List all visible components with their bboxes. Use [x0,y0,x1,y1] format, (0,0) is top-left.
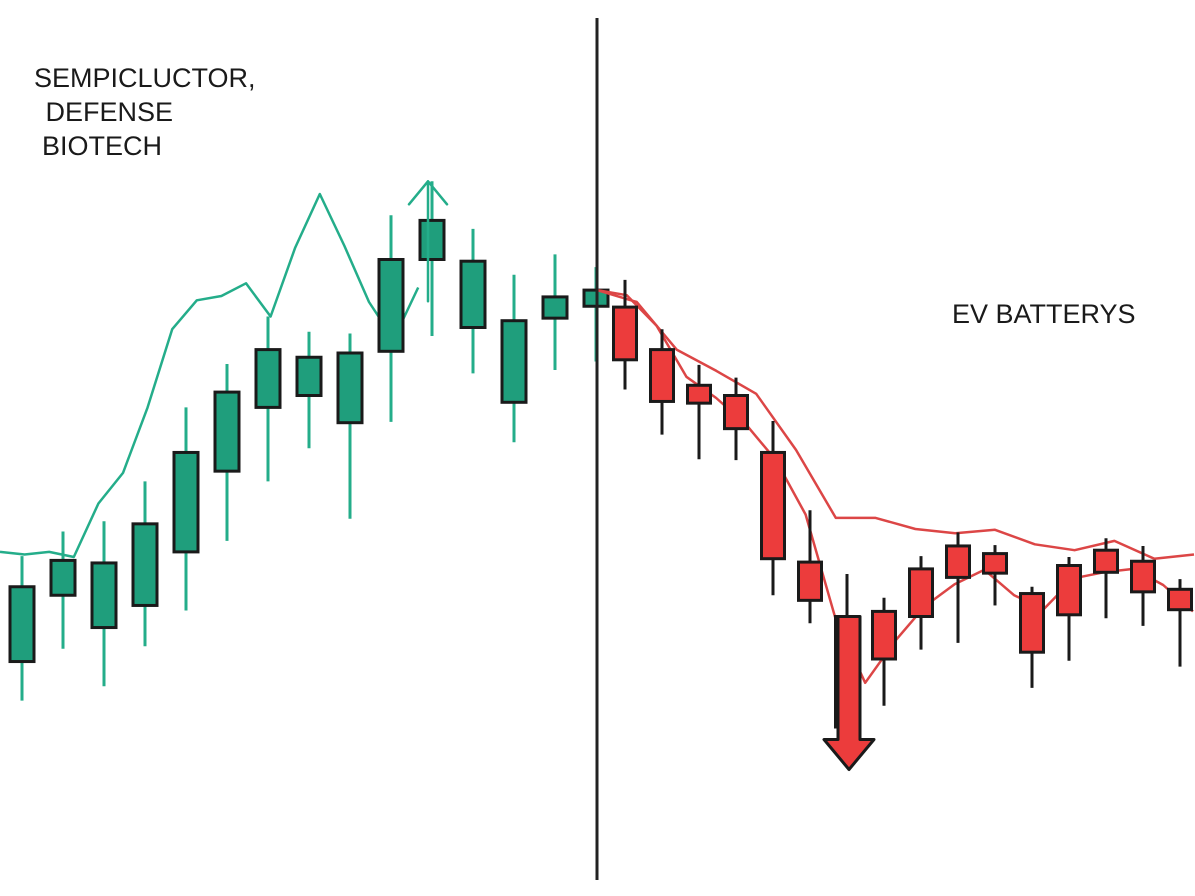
red-segment [596,279,1195,771]
candle-body [213,390,241,473]
candle-body [49,558,77,597]
candle-body [797,560,823,602]
candle-body [172,450,200,554]
moving-average-line-slow [596,288,1195,560]
candle-body [760,450,786,561]
candle-body [1093,548,1119,574]
candle-body [90,561,118,630]
candle-body [131,522,159,607]
candle-body [1019,592,1045,654]
candle-body [541,295,569,320]
candle-body [908,567,934,619]
candle-body [1130,559,1156,594]
candle-body [723,394,749,431]
left-label-line-1: SEMPICLUCTOR, [34,63,256,93]
candle-body [1167,587,1193,612]
up-arrow-icon [407,180,449,303]
candle-body [377,258,405,353]
candle-body [945,544,971,579]
moving-average-line [0,192,420,559]
right-label: EV BATTERYS [952,299,1136,329]
candle-body [686,383,712,405]
candle-body [336,351,364,425]
down-arrow-icon [822,615,876,771]
candle-body [649,348,675,403]
left-label-line-2: DEFENSE [38,97,174,127]
candle-body [871,609,897,661]
green-segment [0,180,610,701]
candle-body [612,305,638,362]
candle-body [1056,564,1082,617]
candle-body [295,355,323,397]
candle-body [8,585,36,664]
left-label-line-3: BIOTECH [42,131,163,161]
candle-body [459,259,487,330]
candle-body [500,319,528,404]
candle-body [982,552,1008,575]
candle-body [418,218,446,261]
candle-body [254,348,282,409]
